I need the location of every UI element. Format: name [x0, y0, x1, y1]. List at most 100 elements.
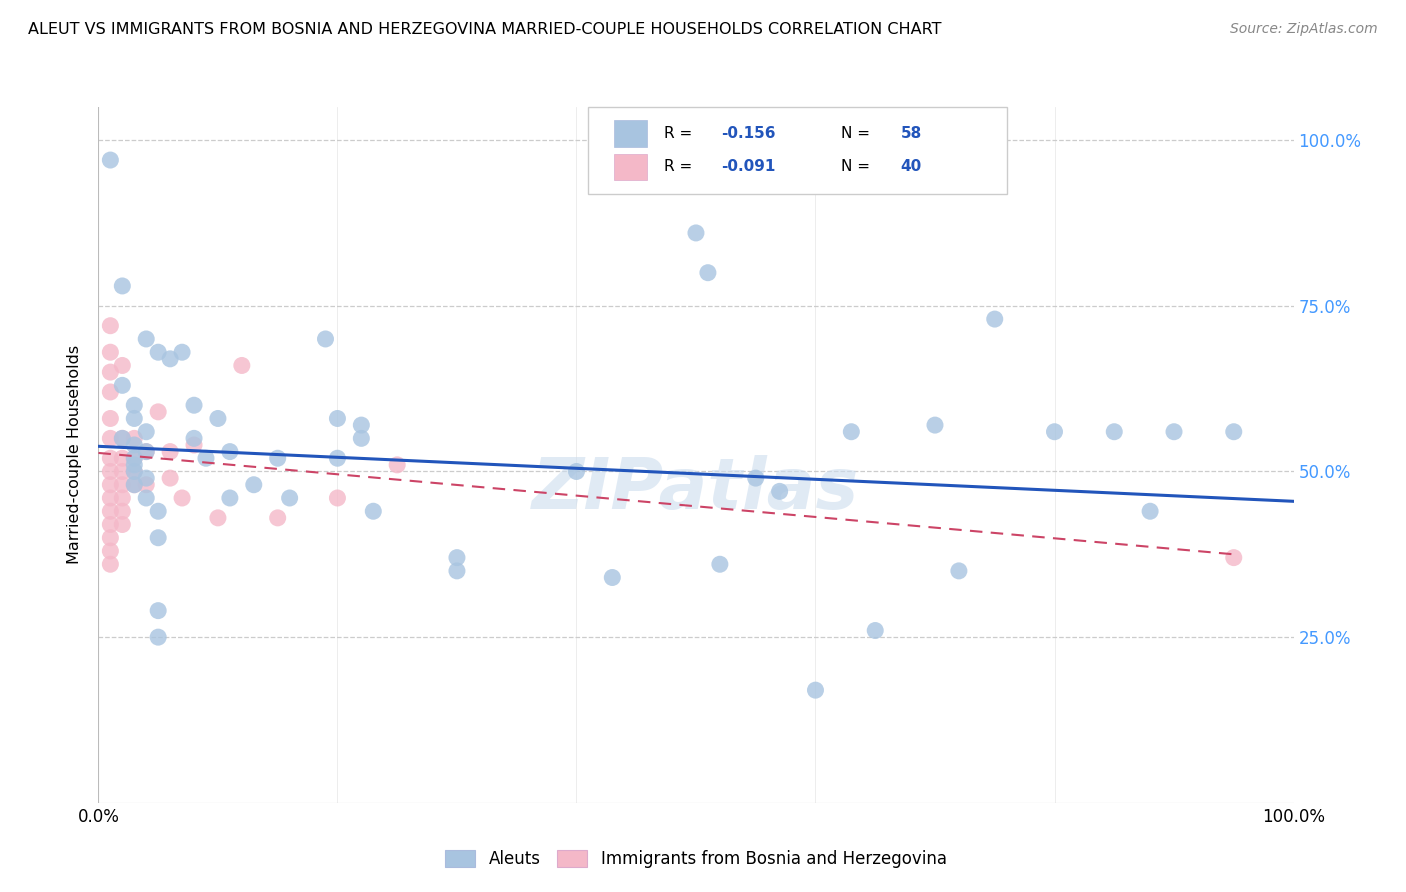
Point	[697, 266, 720, 280]
Point	[446, 550, 468, 565]
Point	[159, 444, 181, 458]
Point	[768, 484, 790, 499]
Point	[841, 425, 863, 439]
Point	[863, 624, 887, 638]
Point	[948, 564, 970, 578]
Point	[98, 477, 122, 491]
Point	[111, 504, 134, 518]
Point	[98, 365, 122, 379]
Point	[183, 398, 205, 412]
Point	[159, 471, 181, 485]
Point	[148, 405, 170, 419]
Point	[98, 558, 122, 572]
FancyBboxPatch shape	[613, 120, 647, 146]
Point	[111, 451, 134, 466]
Point	[98, 531, 122, 545]
Point	[231, 359, 253, 373]
Point	[124, 398, 146, 412]
Y-axis label: Married-couple Households: Married-couple Households	[67, 345, 83, 565]
Point	[111, 517, 134, 532]
Point	[124, 438, 146, 452]
Point	[565, 465, 588, 479]
Point	[98, 411, 122, 425]
FancyBboxPatch shape	[613, 153, 647, 180]
Point	[1222, 425, 1246, 439]
Point	[98, 153, 122, 167]
FancyBboxPatch shape	[588, 107, 1007, 194]
Point	[124, 411, 146, 425]
Point	[219, 444, 242, 458]
Point	[124, 465, 146, 479]
Point	[207, 511, 229, 525]
Point	[804, 683, 827, 698]
Point	[124, 477, 146, 491]
Point	[98, 544, 122, 558]
Text: -0.091: -0.091	[721, 160, 776, 174]
Point	[148, 504, 170, 518]
Point	[207, 411, 229, 425]
Point	[111, 431, 134, 445]
Point	[98, 318, 122, 333]
Point	[745, 471, 768, 485]
Point	[98, 451, 122, 466]
Point	[98, 517, 122, 532]
Point	[385, 458, 409, 472]
Point	[124, 477, 146, 491]
Point	[267, 451, 290, 466]
Point	[124, 431, 146, 445]
Point	[135, 425, 157, 439]
Point	[1163, 425, 1185, 439]
Point	[1043, 425, 1066, 439]
Point	[350, 431, 373, 445]
Point	[685, 226, 707, 240]
Text: Source: ZipAtlas.com: Source: ZipAtlas.com	[1230, 22, 1378, 37]
Point	[111, 359, 134, 373]
Text: -0.156: -0.156	[721, 126, 776, 141]
Point	[183, 431, 205, 445]
Text: R =: R =	[664, 160, 697, 174]
Point	[350, 418, 373, 433]
Point	[363, 504, 385, 518]
Point	[1222, 550, 1246, 565]
Point	[98, 491, 122, 505]
Point	[194, 451, 218, 466]
Point	[111, 279, 134, 293]
Point	[111, 431, 134, 445]
Text: 40: 40	[900, 160, 921, 174]
Point	[135, 471, 157, 485]
Point	[172, 491, 194, 505]
Point	[98, 465, 122, 479]
Point	[111, 465, 134, 479]
Point	[219, 491, 242, 505]
Point	[124, 458, 146, 472]
Point	[326, 491, 349, 505]
Point	[148, 531, 170, 545]
Point	[111, 477, 134, 491]
Point	[111, 491, 134, 505]
Point	[183, 438, 205, 452]
Text: ALEUT VS IMMIGRANTS FROM BOSNIA AND HERZEGOVINA MARRIED-COUPLE HOUSEHOLDS CORREL: ALEUT VS IMMIGRANTS FROM BOSNIA AND HERZ…	[28, 22, 942, 37]
Point	[124, 465, 146, 479]
Point	[98, 384, 122, 399]
Text: N =: N =	[841, 160, 875, 174]
Point	[135, 491, 157, 505]
Point	[924, 418, 946, 433]
Point	[124, 451, 146, 466]
Point	[159, 351, 181, 366]
Point	[446, 564, 468, 578]
Point	[326, 411, 349, 425]
Point	[98, 345, 122, 359]
Point	[243, 477, 266, 491]
Legend: Aleuts, Immigrants from Bosnia and Herzegovina: Aleuts, Immigrants from Bosnia and Herze…	[439, 843, 953, 874]
Point	[135, 332, 157, 346]
Point	[984, 312, 1007, 326]
Point	[326, 451, 349, 466]
Point	[1139, 504, 1161, 518]
Point	[148, 345, 170, 359]
Text: N =: N =	[841, 126, 875, 141]
Text: R =: R =	[664, 126, 697, 141]
Point	[315, 332, 337, 346]
Point	[267, 511, 290, 525]
Point	[278, 491, 301, 505]
Point	[111, 378, 134, 392]
